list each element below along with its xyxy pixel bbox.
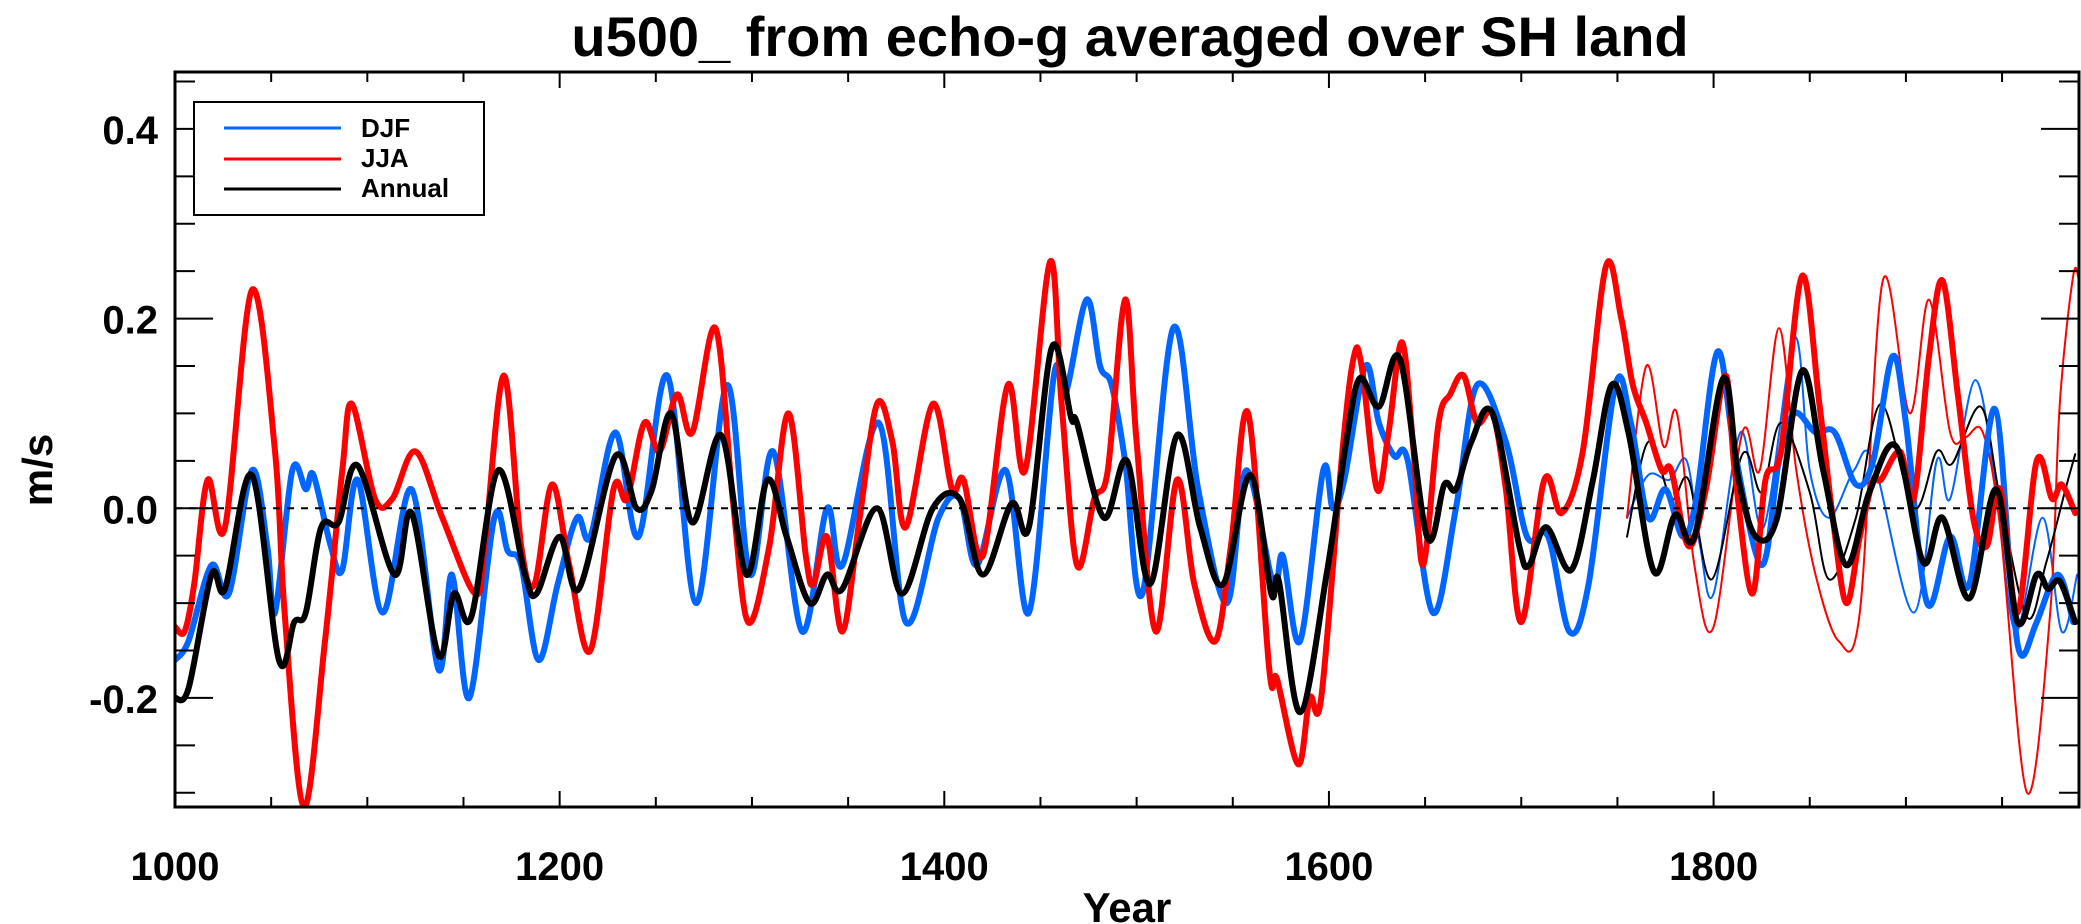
y-tick-label: 0.4 (102, 109, 158, 153)
axis-tick-labels: 1000 1200 1400 1600 1800 -0.2 0.0 0.2 0.4 (89, 109, 1758, 889)
series-line-annual (175, 341, 2079, 716)
legend-item-djf: DJF (224, 113, 410, 143)
series-line-djf (175, 296, 2077, 701)
x-tick-label: 1800 (1669, 845, 1758, 889)
legend-item-annual: Annual (224, 173, 449, 203)
y-tick-label: -0.2 (89, 678, 158, 722)
y-axis-label: m/s (14, 434, 61, 506)
x-tick-label: 1200 (515, 845, 604, 889)
legend: DJF JJA Annual (193, 101, 485, 216)
chart-title: u500_ from echo-g averaged over SH land (571, 5, 1688, 68)
y-tick-label: 0.2 (102, 299, 158, 343)
series-layer (175, 258, 2079, 807)
legend-label-djf: DJF (361, 113, 410, 143)
legend-item-jja: JJA (224, 143, 409, 173)
series-line-jja (175, 258, 2079, 807)
x-tick-label: 1600 (1284, 845, 1373, 889)
legend-label-annual: Annual (361, 173, 449, 203)
series-line-jja-thin-1755-1990 (1626, 266, 2079, 795)
x-axis-label: Year (1083, 884, 1172, 924)
axis-ticks (174, 72, 2079, 807)
series-line-djf-thin-1755-1990 (1626, 336, 2079, 634)
x-tick-label: 1000 (131, 845, 220, 889)
legend-label-jja: JJA (361, 143, 409, 173)
x-tick-label: 1400 (900, 845, 989, 889)
plot-frame (173, 70, 2081, 809)
y-tick-label: 0.0 (102, 488, 158, 532)
